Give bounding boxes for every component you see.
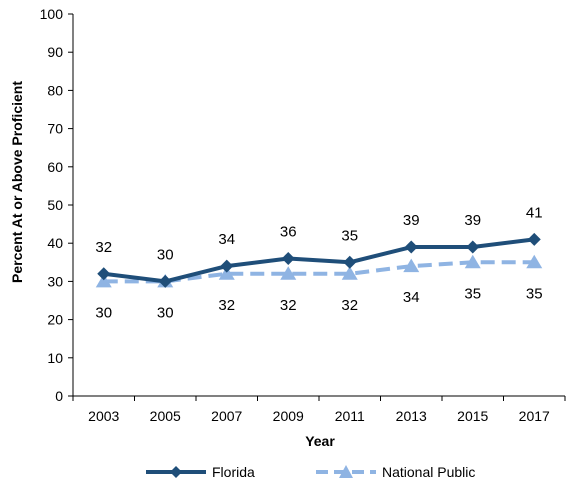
x-axis-title: Year [305,433,335,449]
data-label-florida: 34 [218,231,235,248]
data-label-florida: 35 [341,227,358,244]
data-point-florida [220,259,234,273]
data-point-florida [97,267,111,281]
data-point-national-public [95,273,112,288]
data-label-national-public: 32 [341,297,358,314]
data-label-florida: 39 [464,212,481,229]
y-tick-label: 40 [47,235,63,251]
data-label-national-public: 34 [403,289,420,306]
legend-label-florida: Florida [212,464,255,480]
data-point-florida [343,255,357,269]
y-tick-label: 60 [47,159,63,175]
data-label-florida: 41 [526,204,543,221]
x-tick-label: 2017 [519,408,550,424]
x-tick-label: 2005 [150,408,181,424]
data-point-national-public [526,254,543,269]
data-label-florida: 39 [403,212,420,229]
data-label-national-public: 35 [526,285,543,302]
y-tick-label: 80 [47,82,63,98]
data-point-florida [404,240,418,254]
legend-item-florida: Florida [146,464,255,480]
data-point-national-public [280,266,297,280]
legend-item-national-public: National Public [316,464,475,480]
legend: Florida National Public [146,464,475,480]
y-tick-label: 20 [47,312,63,328]
x-tick-label: 2009 [273,408,304,424]
data-label-florida: 30 [157,246,174,263]
data-point-national-public [341,266,358,280]
y-ticks: 0 10 20 30 40 50 60 70 80 90 100 [40,6,73,404]
axes [72,14,565,397]
legend-marker-national-public [339,465,353,478]
y-tick-label: 100 [40,6,64,22]
data-label-national-public: 30 [95,304,112,321]
y-tick-label: 10 [47,350,63,366]
data-label-national-public: 30 [157,304,174,321]
x-ticks: 2003 2005 2007 2009 2011 2013 2015 2017 [72,396,566,424]
data-label-florida: 32 [95,239,112,256]
data-point-florida [158,274,172,288]
data-point-national-public [218,266,235,280]
data-label-national-public: 35 [464,285,481,302]
legend-label-national-public: National Public [382,464,475,480]
data-point-florida [281,251,295,265]
y-tick-label: 70 [47,121,63,137]
data-point-national-public [403,258,420,273]
x-tick-label: 2003 [88,408,119,424]
series-layer [95,232,543,288]
data-point-florida [527,232,541,246]
y-axis-title: Percent At or Above Proficient [9,81,25,283]
data-labels: 30 30 32 32 32 34 35 35 32 30 34 36 35 39 39 41 [95,204,542,321]
y-tick-label: 30 [47,273,63,289]
data-label-national-public: 32 [280,297,297,314]
series-line-florida [103,237,535,284]
y-tick-label: 90 [47,44,63,60]
y-tick-label: 50 [47,197,63,213]
x-tick-label: 2007 [211,408,242,424]
x-tick-label: 2011 [335,408,365,424]
data-label-florida: 36 [280,223,297,240]
x-tick-label: 2013 [396,408,427,424]
data-point-florida [466,240,480,254]
data-label-national-public: 32 [218,297,235,314]
data-point-national-public [464,254,481,269]
y-tick-label: 0 [55,388,63,404]
legend-marker-florida [170,466,182,478]
x-tick-label: 2015 [457,408,488,424]
